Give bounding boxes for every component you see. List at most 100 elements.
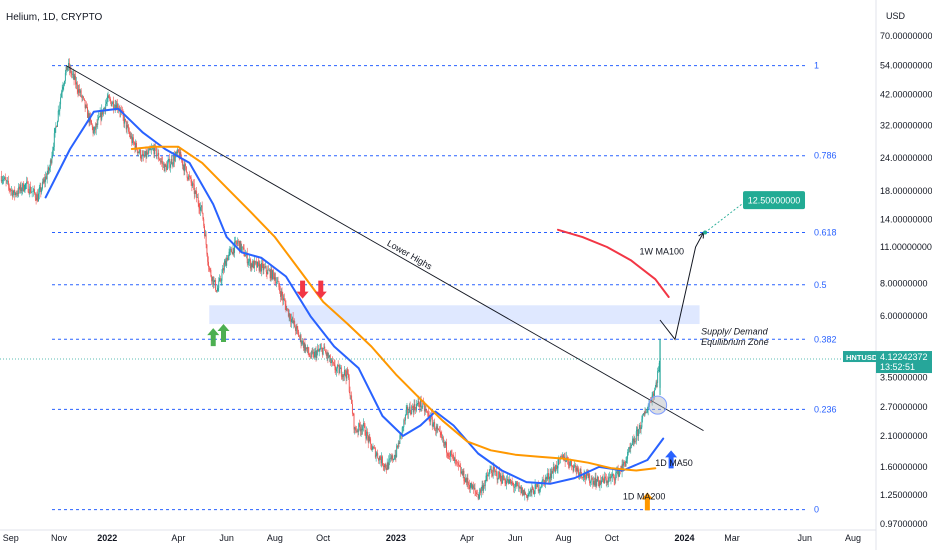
candle-body: [68, 63, 70, 70]
candle-body: [348, 377, 350, 392]
candle-body: [80, 90, 82, 97]
candle-body: [34, 189, 35, 194]
candle-body: [313, 352, 315, 358]
candle-body: [578, 473, 580, 476]
candle-body: [209, 269, 211, 270]
candle-body: [356, 430, 358, 432]
candle-body: [495, 471, 497, 473]
candle-body: [22, 183, 24, 192]
candle-body: [267, 269, 269, 275]
candle-body: [510, 481, 512, 484]
candle-body: [419, 399, 421, 407]
candle-body: [223, 263, 225, 271]
candle-body: [479, 489, 481, 495]
price-axis-pane[interactable]: [876, 0, 932, 530]
candle-body: [589, 481, 591, 484]
candle-body: [306, 347, 308, 350]
candle-body: [590, 478, 592, 482]
candle-body: [491, 469, 493, 474]
1d-ma200-line: [130, 145, 657, 472]
candle-body: [79, 90, 81, 93]
candle-body: [639, 425, 640, 429]
candle-body: [317, 349, 319, 351]
candle-body: [189, 176, 191, 178]
candle-body: [248, 260, 250, 263]
candle-body: [117, 103, 118, 109]
candle-body: [530, 489, 532, 493]
candle-body: [459, 465, 461, 467]
candle-body: [490, 469, 492, 471]
candle-body: [62, 87, 64, 90]
candle-body: [594, 477, 596, 486]
candle-body: [470, 483, 472, 488]
candle-body: [567, 460, 569, 465]
candle-body: [642, 415, 644, 419]
candle-body: [436, 426, 438, 430]
candle-body: [6, 180, 8, 182]
candle-body: [274, 277, 276, 280]
candle-body: [187, 177, 189, 180]
candle-body: [599, 480, 601, 487]
candle-body: [355, 427, 357, 431]
candle-body: [610, 476, 612, 479]
candle-body: [571, 459, 572, 466]
currency-label[interactable]: USD: [886, 11, 906, 21]
candle-body: [513, 484, 515, 488]
candle-body: [12, 192, 14, 197]
price-tick-label: 3.50000000: [880, 373, 928, 383]
candle-body: [503, 479, 505, 481]
candle-body: [282, 295, 284, 301]
candle-body: [587, 473, 589, 478]
current-price-tag[interactable]: [876, 351, 932, 374]
candle-body: [450, 451, 452, 454]
candle-body: [597, 476, 599, 482]
candle-body: [98, 116, 100, 120]
candle-body: [151, 148, 153, 150]
candle-body: [284, 300, 286, 305]
candle-body: [340, 367, 342, 377]
candle-body: [93, 131, 95, 133]
lower-highs-trendline: [65, 65, 704, 431]
candle-body: [654, 387, 656, 390]
candle-body: [215, 290, 217, 292]
candle-body: [323, 346, 325, 349]
time-tick-label: Aug: [556, 533, 572, 543]
candle-body: [259, 264, 261, 271]
candle-body: [202, 213, 204, 220]
candle-body: [245, 254, 247, 257]
candle-body: [200, 207, 202, 211]
candle-body: [103, 107, 105, 109]
candle-body: [60, 92, 62, 98]
candle-body: [516, 482, 518, 484]
candle-body: [437, 428, 439, 430]
candle-body: [370, 438, 372, 444]
candle-body: [546, 476, 548, 479]
candle-body: [468, 483, 470, 486]
candle-body: [91, 120, 92, 125]
candle-body: [551, 470, 553, 478]
candle-body: [177, 149, 179, 154]
candle-body: [312, 352, 314, 353]
candle-body: [109, 98, 111, 102]
candle-body: [228, 251, 230, 256]
chart-title: Helium, 1D, CRYPTO: [6, 12, 103, 23]
candle-body: [443, 442, 445, 443]
candle-body: [140, 158, 142, 159]
candle-body: [404, 414, 406, 421]
target-box[interactable]: [743, 191, 806, 210]
candle-body: [525, 492, 527, 495]
candle-body: [138, 151, 140, 153]
candle-body: [100, 112, 102, 120]
candle-body: [332, 360, 334, 363]
candle-body: [596, 481, 598, 486]
candle-body: [445, 442, 447, 446]
candle-body: [127, 125, 129, 127]
candle-body: [477, 494, 479, 499]
candle-body: [487, 475, 489, 477]
candle-body: [66, 66, 68, 71]
candle-body: [500, 474, 502, 482]
candle-body: [26, 181, 28, 183]
candle-body: [262, 263, 264, 271]
candle-body: [473, 487, 475, 489]
